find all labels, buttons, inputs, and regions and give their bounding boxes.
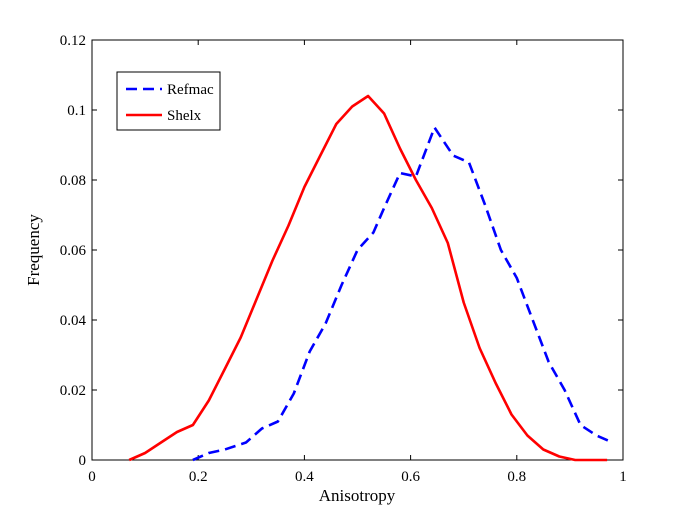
y-tick-label: 0.04 <box>60 313 87 329</box>
y-tick-label: 0 <box>79 453 87 469</box>
series-layer <box>128 94 613 462</box>
series-line-shelx <box>128 94 608 462</box>
y-tick-label: 0.06 <box>60 243 87 259</box>
x-tick-label: 1 <box>619 469 627 485</box>
x-tick-label: 0.6 <box>401 469 420 485</box>
legend-label-shelx: Shelx <box>167 108 202 124</box>
x-tick-label: 0.2 <box>189 469 208 485</box>
legend-label-refmac: Refmac <box>167 82 214 98</box>
legend: Refmac Shelx <box>116 71 221 131</box>
y-tick-label: 0.12 <box>60 33 86 49</box>
x-tick-label: 0.4 <box>295 469 314 485</box>
y-axis-label: Frequency <box>24 214 43 286</box>
y-tick-label: 0.08 <box>60 173 86 189</box>
x-axis-label: Anisotropy <box>319 486 396 505</box>
x-tick-label: 0 <box>88 469 96 485</box>
x-tick-label: 0.8 <box>507 469 526 485</box>
y-tick-label: 0.02 <box>60 383 86 399</box>
y-tick-label: 0.1 <box>67 103 86 119</box>
series-line-refmac <box>192 126 613 462</box>
axis-ticks: 0 0.2 0.4 0.6 0.8 1 0 0.02 0.04 0.06 0.08 0.1 0.12 <box>60 33 627 485</box>
legend-box <box>116 71 221 131</box>
